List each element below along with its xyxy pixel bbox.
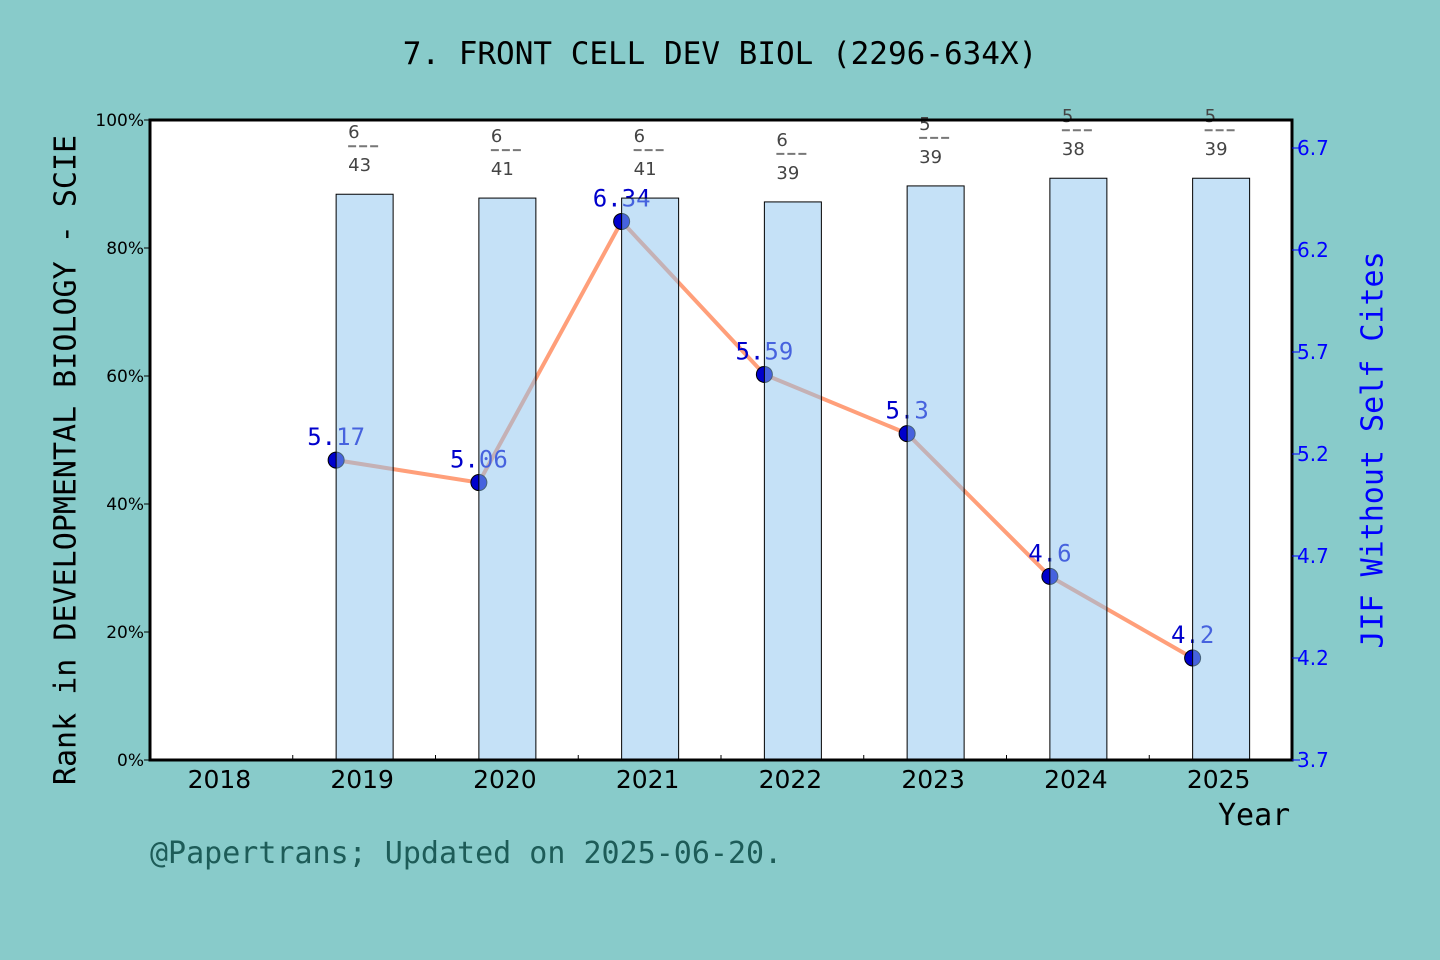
rank-fraction-label: 6 39 (776, 130, 809, 184)
y-tick-label: 80% (106, 239, 144, 259)
rank-numerator: 6 (348, 122, 359, 143)
rank-bar (478, 197, 537, 761)
y2-tick-label: 4.7 (1297, 544, 1329, 568)
y-tick-label: 20% (106, 623, 144, 643)
y-axis-label: Rank in DEVELOPMENTAL BIOLOGY - SCIE (48, 134, 84, 786)
y2-axis-label: JIF Without Self Cites (1355, 251, 1391, 649)
x-tick-label: 2025 (1187, 765, 1251, 794)
rank-bar (335, 193, 394, 761)
rank-numerator: 5 (1062, 106, 1073, 127)
x-tick-label: 2020 (473, 765, 537, 794)
rank-bar (906, 185, 965, 761)
rank-total: 38 (1062, 139, 1085, 160)
rank-fraction-label: 6 41 (633, 126, 666, 180)
y2-tick-label: 4.2 (1297, 646, 1329, 670)
rank-total: 41 (634, 159, 657, 180)
y2-tick-label: 6.7 (1297, 136, 1329, 160)
y2-tick-label: 5.7 (1297, 340, 1329, 364)
rank-numerator: 6 (491, 126, 502, 147)
rank-numerator: 6 (634, 126, 645, 147)
rank-total: 43 (348, 155, 371, 176)
chart-title: 7. FRONT CELL DEV BIOL (2296-634X) (402, 36, 1038, 72)
rank-fraction-label: 5 39 (919, 114, 952, 168)
x-tick-label: 2021 (616, 765, 680, 794)
x-tick-label: 2023 (901, 765, 965, 794)
rank-bar (621, 197, 680, 761)
y-tick-label: 60% (106, 367, 144, 387)
rank-total: 39 (1205, 139, 1228, 160)
rank-bar (1049, 177, 1108, 761)
rank-bar (763, 201, 822, 761)
y-tick-label: 100% (95, 111, 144, 131)
y2-tick-label: 3.7 (1297, 748, 1329, 772)
rank-numerator: 5 (1205, 106, 1216, 127)
x-tick-label: 2019 (330, 765, 394, 794)
rank-fraction-label: 5 39 (1204, 106, 1237, 160)
rank-bar (1192, 177, 1251, 761)
y2-tick-label: 5.2 (1297, 442, 1329, 466)
x-axis-label: Year (1218, 798, 1291, 833)
footer-credit: @Papertrans; Updated on 2025-06-20. (150, 836, 783, 871)
rank-total: 41 (491, 159, 514, 180)
x-tick-label: 2024 (1044, 765, 1108, 794)
rank-fraction-label: 5 38 (1061, 106, 1094, 160)
rank-numerator: 5 (919, 114, 930, 135)
rank-fraction-label: 6 43 (348, 122, 381, 176)
rank-fraction-label: 6 41 (490, 126, 523, 180)
x-tick-label: 2018 (188, 765, 252, 794)
y-tick-label: 0% (117, 751, 144, 771)
y2-tick-label: 6.2 (1297, 238, 1329, 262)
rank-numerator: 6 (776, 130, 787, 151)
y-tick-label: 40% (106, 495, 144, 515)
x-tick-label: 2022 (759, 765, 823, 794)
rank-total: 39 (919, 147, 942, 168)
rank-total: 39 (776, 163, 799, 184)
